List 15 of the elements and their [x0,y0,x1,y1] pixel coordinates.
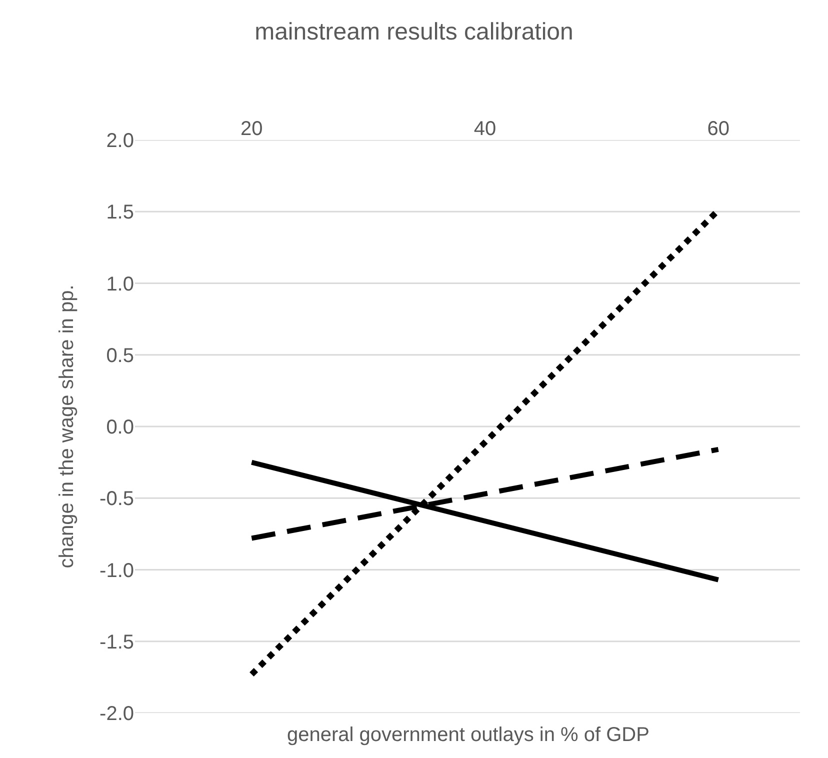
y-tick-label: 0.5 [106,344,134,367]
x-tick-label: 60 [707,118,730,140]
x-tick-label: 20 [240,118,263,140]
y-tick-label: -0.5 [100,488,134,510]
y-tick-label: -2.0 [100,703,134,725]
x-axis-title: general government outlays in % of GDP [287,724,650,746]
y-tick-label: 1.5 [106,202,134,224]
y-tick-label: 2.0 [106,130,134,152]
y-axis-title: change in the wage share in pp. [56,284,78,568]
chart-title: mainstream results calibration [254,18,574,46]
y-tick-label: -1.5 [100,631,134,654]
y-tick-label: 1.0 [106,273,134,296]
y-tick-label: 0.0 [106,416,134,438]
x-tick-label: 40 [474,118,496,140]
y-tick-label: -1.0 [100,560,134,582]
